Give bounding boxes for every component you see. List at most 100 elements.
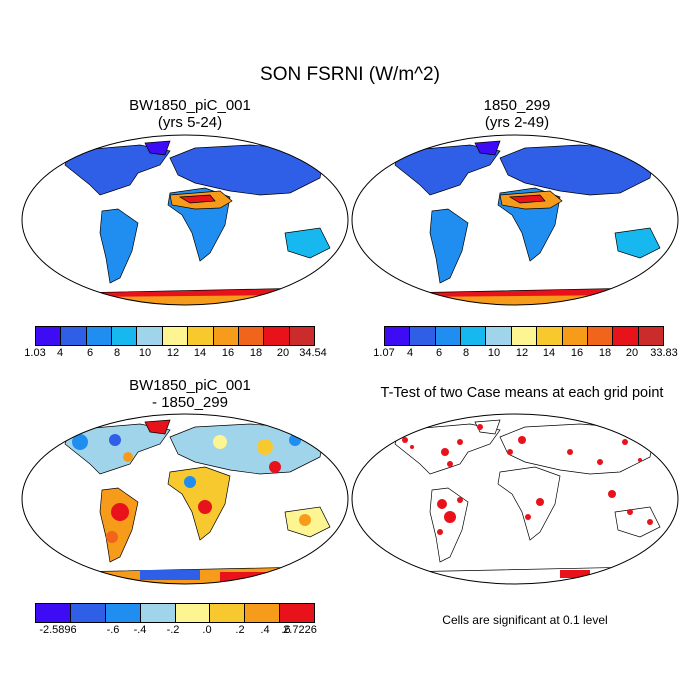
map-outline	[21, 134, 349, 306]
map-panel-ttest	[351, 413, 679, 585]
cb3-label: .4	[260, 624, 270, 636]
cb3-label: .6	[281, 624, 291, 636]
sahara-max-values	[508, 194, 546, 204]
panel2-title: 1850_299 (yrs 2-49)	[367, 97, 667, 131]
colorbar-swatch	[175, 604, 211, 622]
significant-cells	[402, 424, 653, 578]
colorbar-swatch	[587, 327, 614, 345]
map-outline	[351, 413, 679, 585]
land-south-america	[99, 208, 139, 284]
cb1-label: 6	[86, 347, 94, 359]
cb3-label: 2.7226	[283, 624, 317, 636]
cb2-label: 16	[570, 347, 584, 359]
colorbar-swatch	[264, 327, 290, 345]
colorbar-swatch	[410, 327, 436, 345]
colorbar-swatch	[562, 327, 588, 345]
colorbar-swatch	[289, 327, 314, 345]
land-eurasia	[169, 423, 326, 475]
colorbar-swatch	[137, 327, 163, 345]
map-panel-difference	[21, 413, 349, 585]
colorbar-swatch	[613, 327, 639, 345]
colorbar-swatch	[461, 327, 487, 345]
cb1-label: 12	[166, 347, 180, 359]
map-outline	[21, 413, 349, 585]
cb1-label: 10	[138, 347, 152, 359]
antarctica-interior	[405, 295, 635, 305]
cb1-label: 18	[249, 347, 263, 359]
colorbar-swatch	[213, 327, 239, 345]
land-australia	[614, 506, 661, 538]
colorbar-swatch	[140, 604, 176, 622]
cb2-label: 33.83	[650, 347, 678, 359]
panel3-title-diff: - 1850_299	[152, 394, 228, 411]
significance-note: Cells are significant at 0.1 level	[442, 613, 608, 627]
map-panel-case1	[21, 134, 349, 306]
panel4-title: T-Test of two Case means at each grid po…	[380, 385, 664, 401]
colorbar-difference	[35, 603, 315, 623]
cb1-label: 34.54	[299, 347, 327, 359]
cb1-label: 14	[193, 347, 207, 359]
colorbar-swatch	[105, 604, 141, 622]
panel1-title-years: (yrs 5-24)	[157, 114, 223, 131]
cb3-label: -.6	[106, 624, 120, 636]
cb1-label: 8	[113, 347, 121, 359]
land-greenland	[474, 140, 501, 156]
colorbar-swatch	[245, 604, 281, 622]
colorbar-swatch	[86, 327, 113, 345]
cb1-label: 4	[56, 347, 64, 359]
land-eurasia	[169, 144, 326, 196]
colorbar-swatch	[486, 327, 512, 345]
cb2-label: 12	[515, 347, 529, 359]
antarctica-interior	[75, 295, 305, 305]
panel3-title: BW1850_piC_001 - 1850_299	[40, 377, 340, 411]
cb2-label: 4	[406, 347, 414, 359]
cb1-label: 16	[221, 347, 235, 359]
colorbar-swatch	[36, 327, 62, 345]
panel1-title-case: BW1850_piC_001	[129, 97, 251, 114]
colorbar-swatch	[162, 327, 189, 345]
colorbar-swatch	[238, 327, 265, 345]
colorbar-swatch	[61, 327, 87, 345]
colorbar-case1	[35, 326, 315, 346]
land-south-america	[99, 487, 139, 563]
colorbar-swatch	[70, 604, 106, 622]
colorbar-swatch	[210, 604, 246, 622]
colorbar-swatch	[280, 604, 314, 622]
cb3-label: -.2	[166, 624, 180, 636]
land-eurasia	[499, 144, 656, 196]
colorbar-swatch	[112, 327, 138, 345]
colorbar-case2	[384, 326, 664, 346]
land-greenland	[144, 419, 171, 435]
cb3-label: -.4	[133, 624, 147, 636]
panel3-title-case: BW1850_piC_001	[129, 377, 251, 394]
cb2-label: 10	[487, 347, 501, 359]
colorbar-swatch	[537, 327, 563, 345]
land-eurasia	[499, 423, 656, 475]
land-australia	[284, 227, 331, 259]
cb2-label: 8	[462, 347, 470, 359]
land-africa	[497, 466, 561, 541]
cb1-label: 1.03	[24, 347, 46, 359]
cb2-label: 14	[542, 347, 556, 359]
cb3-label: .2	[235, 624, 245, 636]
map-panel-case2	[351, 134, 679, 306]
figure-title: SON FSRNI (W/m^2)	[260, 64, 440, 85]
colorbar-swatch	[435, 327, 462, 345]
panel1-title: BW1850_piC_001 (yrs 5-24)	[40, 97, 340, 131]
cb2-label: 18	[598, 347, 612, 359]
land-south-america	[429, 208, 469, 284]
panel2-title-years: (yrs 2-49)	[484, 114, 550, 131]
sahara-max-values	[178, 194, 216, 204]
land-australia	[614, 227, 661, 259]
colorbar-swatch	[188, 327, 214, 345]
colorbar-swatch	[511, 327, 538, 345]
colorbar-swatch	[385, 327, 411, 345]
cb2-label: 1.07	[373, 347, 395, 359]
cb3-label: -2.5896	[39, 624, 77, 636]
cb2-label: 20	[625, 347, 639, 359]
panel2-title-case: 1850_299	[483, 97, 551, 114]
cb2-label: 6	[435, 347, 443, 359]
colorbar-swatch	[36, 604, 71, 622]
cb3-label: .0	[202, 624, 212, 636]
